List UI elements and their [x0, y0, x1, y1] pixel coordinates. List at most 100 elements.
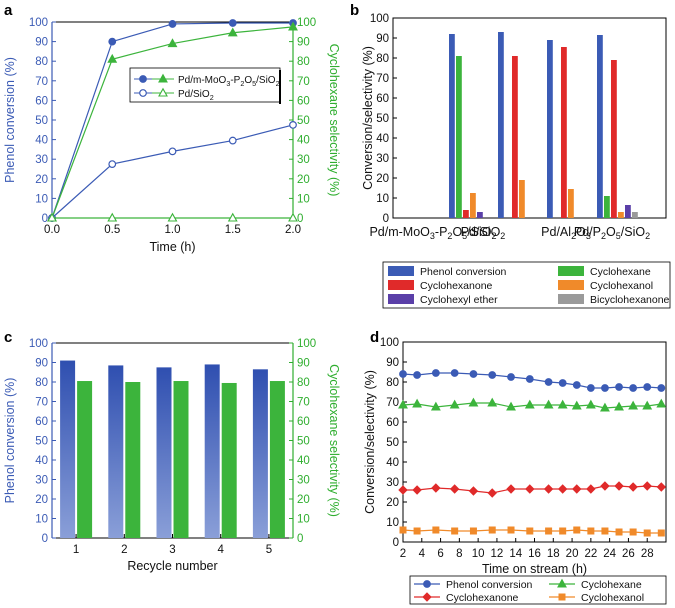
- y-tick-label-left: 50: [35, 436, 48, 448]
- y-tick-label-left: 40: [35, 135, 48, 147]
- legend-swatch: [558, 294, 584, 304]
- data-point: [469, 527, 477, 535]
- y-tick-label-right: 70: [297, 76, 310, 88]
- bar: [463, 210, 469, 218]
- y-tick-label-left: 30: [35, 154, 48, 166]
- y-tick-label-right: 60: [297, 416, 310, 428]
- data-point: [657, 384, 666, 392]
- y-tick-label-left: 60: [35, 95, 48, 107]
- data-point: [108, 37, 117, 46]
- data-point: [643, 383, 652, 391]
- data-point: [228, 136, 237, 145]
- bar: [547, 40, 553, 218]
- y-tick-label-right: 50: [297, 436, 310, 448]
- y-tick-label: 60: [376, 93, 389, 105]
- data-point: [543, 399, 554, 409]
- legend-label: Cyclohexane: [590, 266, 651, 278]
- x-tick-label: 1: [73, 544, 79, 556]
- data-point: [487, 397, 498, 407]
- y-tick-label-left: 100: [29, 17, 48, 29]
- y-tick-label-left: 50: [35, 115, 48, 127]
- x-tick-label: 2.0: [285, 224, 301, 236]
- data-point: [507, 526, 515, 534]
- legend-box: [382, 261, 671, 309]
- y-tick-label: 10: [376, 193, 389, 205]
- data-point: [227, 212, 238, 222]
- y-tick-label: 60: [386, 417, 399, 429]
- legend-marker: [558, 593, 566, 601]
- legend-marker-triangle: [158, 73, 168, 83]
- data-point: [399, 526, 407, 534]
- x-tick-label: 5: [266, 544, 272, 556]
- x-tick-label: 26: [622, 548, 635, 560]
- plot-frame: [392, 17, 667, 219]
- bar: [625, 205, 631, 218]
- data-point: [488, 371, 497, 379]
- data-point: [47, 212, 57, 222]
- x-tick-label: 24: [603, 548, 616, 560]
- data-point: [468, 486, 479, 496]
- legend-label: Cyclohexanone: [420, 280, 493, 292]
- y-tick-label-right: 70: [297, 397, 310, 409]
- y-tick-label: 80: [376, 53, 389, 65]
- y-axis-title-left: Phenol conversion (%): [3, 378, 17, 504]
- data-point: [615, 383, 623, 391]
- data-point: [168, 147, 177, 156]
- data-point: [587, 527, 595, 535]
- y-tick-label: 80: [386, 377, 399, 389]
- data-point: [288, 21, 298, 31]
- bar: [108, 365, 124, 538]
- data-point: [571, 400, 582, 410]
- series-line: [51, 22, 293, 219]
- data-point: [557, 399, 568, 409]
- data-point: [450, 369, 459, 377]
- legend-swatch: [558, 266, 584, 276]
- legend-label: Cyclohexanol: [581, 592, 644, 604]
- y-tick-label-left: 100: [29, 338, 48, 350]
- legend-label: Cyclohexyl ether: [420, 294, 498, 306]
- panel-b: b 0 10 20 30 40 50 60 70 80 90 100 Conversion/select…: [350, 2, 671, 309]
- data-point: [107, 212, 118, 222]
- y-tick-label-left: 0: [42, 533, 48, 545]
- data-point: [656, 482, 667, 492]
- panel-label-d: d: [370, 329, 379, 346]
- bar: [618, 212, 624, 218]
- y-tick-label-left: 70: [35, 397, 48, 409]
- y-axis-title-left: Phenol conversion (%): [3, 57, 17, 183]
- panel-label-a: a: [4, 2, 13, 19]
- data-point: [413, 527, 421, 535]
- data-point: [487, 488, 497, 498]
- y-tick-label-left: 80: [35, 56, 48, 68]
- legend-box: [129, 67, 281, 103]
- data-point: [642, 481, 652, 491]
- x-tick-label: 16: [528, 548, 541, 560]
- y-tick-label: 50: [386, 437, 399, 449]
- y-tick-label-right: 30: [297, 154, 310, 166]
- x-tick-label: 14: [509, 548, 522, 560]
- x-tick-label: 0.5: [104, 224, 120, 236]
- data-point: [524, 399, 535, 409]
- legend-a: Pd/m-MoO3​-P2​O5​/SiO2​Pd/SiO2​: [129, 67, 281, 104]
- legend-marker-triangle: [158, 87, 168, 97]
- x-tick-label: 18: [547, 548, 560, 560]
- data-point: [628, 400, 639, 410]
- data-point: [629, 384, 638, 392]
- legend-label: Cyclohexanol: [590, 280, 653, 292]
- x-tick-label: 3: [169, 544, 175, 556]
- data-point: [525, 484, 535, 494]
- panel-label-b: b: [350, 2, 359, 19]
- data-point: [525, 375, 534, 383]
- legend-label: Phenol conversion: [446, 579, 533, 591]
- y-axis-title-right: Cyclohexane selectivity (%): [327, 364, 341, 517]
- y-tick-label-right: 80: [297, 377, 310, 389]
- bar: [470, 193, 476, 218]
- legend-swatch: [388, 294, 414, 304]
- y-tick-label-right: 50: [297, 115, 310, 127]
- y-tick-label-right: 0: [297, 213, 303, 225]
- data-point: [557, 484, 568, 494]
- data-point: [506, 401, 516, 411]
- x-axis-title: Time on stream (h): [482, 562, 587, 576]
- y-tick-label: 50: [376, 113, 389, 125]
- legend-label: Cyclohexane: [581, 579, 642, 591]
